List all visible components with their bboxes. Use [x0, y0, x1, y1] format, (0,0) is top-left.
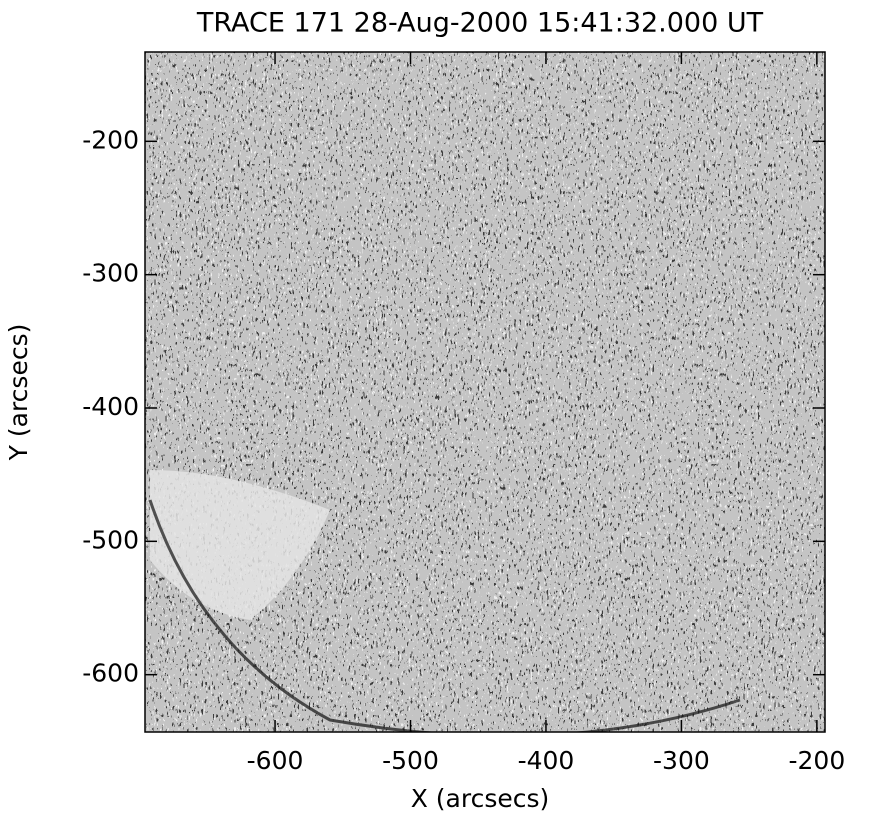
- x-tick-label: -400: [518, 746, 575, 775]
- chart-title: TRACE 171 28-Aug-2000 15:41:32.000 UT: [196, 8, 764, 39]
- x-tick-label: -500: [382, 746, 439, 775]
- y-tick-label: -300: [82, 259, 139, 288]
- y-axis-label: Y (arcsecs): [4, 324, 33, 462]
- x-tick-label: -200: [788, 746, 845, 775]
- solar-image: [145, 52, 825, 736]
- y-tick-label: -200: [82, 125, 139, 154]
- x-tick-label: -600: [247, 746, 304, 775]
- y-tick-label: -400: [82, 392, 139, 421]
- x-axis-label: X (arcsecs): [411, 784, 550, 813]
- y-tick-label: -600: [82, 659, 139, 688]
- x-tick-label: -300: [653, 746, 710, 775]
- y-tick-label: -500: [82, 525, 139, 554]
- chart: TRACE 171 28-Aug-2000 15:41:32.000 UT X …: [0, 0, 878, 817]
